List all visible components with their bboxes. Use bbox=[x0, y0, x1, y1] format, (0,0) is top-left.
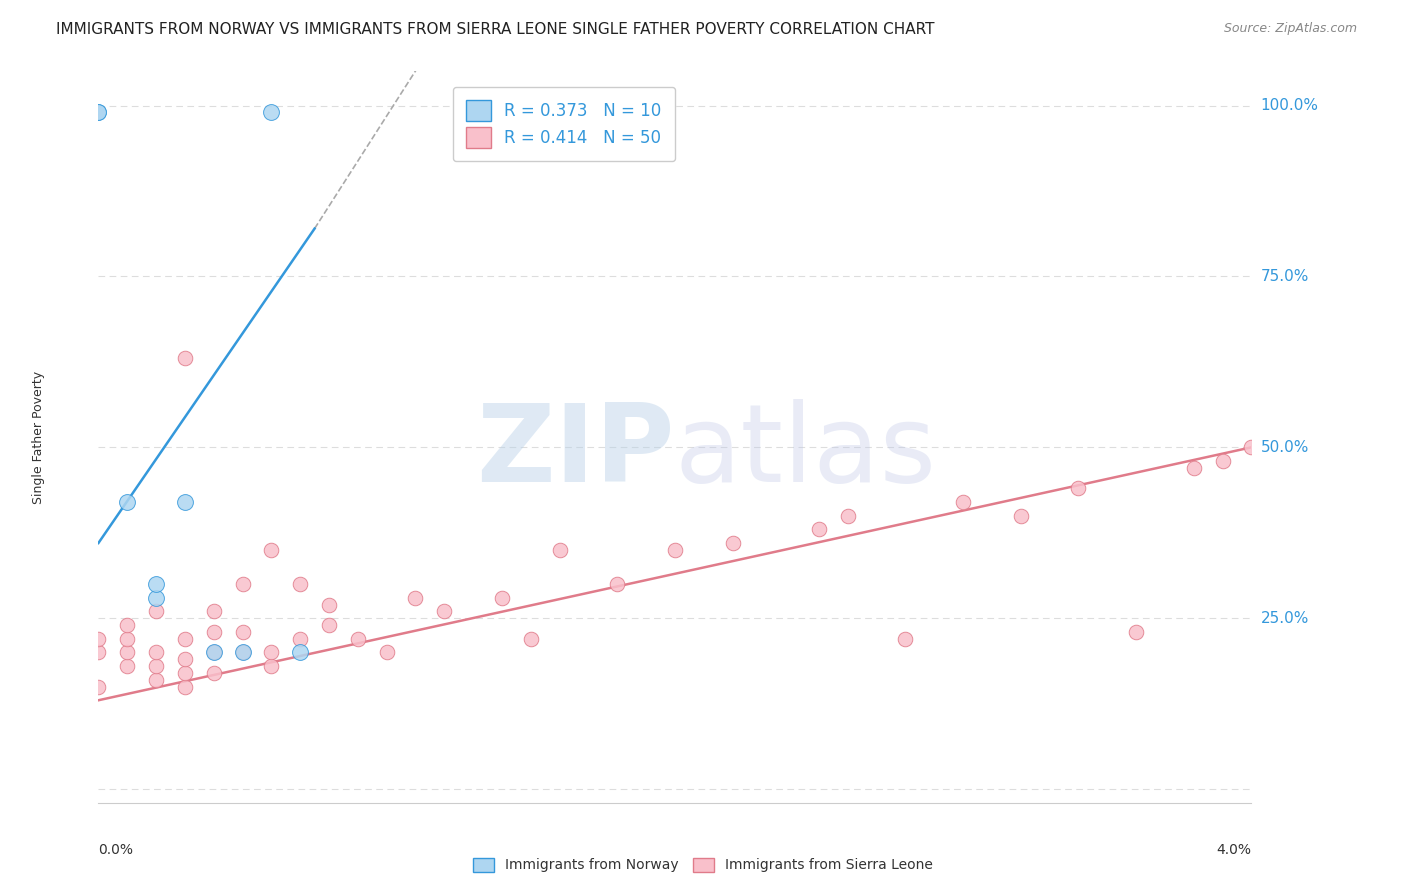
Point bbox=[231, 645, 254, 659]
Point bbox=[202, 665, 225, 680]
Point bbox=[894, 632, 917, 646]
Point bbox=[346, 632, 368, 646]
Point bbox=[231, 645, 254, 659]
Point bbox=[174, 632, 197, 646]
Point bbox=[1067, 481, 1090, 495]
Point bbox=[952, 495, 974, 509]
Text: 25.0%: 25.0% bbox=[1261, 611, 1309, 625]
Point bbox=[145, 659, 167, 673]
Point bbox=[87, 645, 110, 659]
Text: 0.0%: 0.0% bbox=[98, 843, 134, 857]
Point bbox=[145, 604, 167, 618]
Point bbox=[202, 645, 225, 659]
Text: 50.0%: 50.0% bbox=[1261, 440, 1309, 455]
Point bbox=[117, 632, 139, 646]
Point bbox=[202, 604, 225, 618]
Text: Single Father Poverty: Single Father Poverty bbox=[32, 370, 45, 504]
Point bbox=[174, 652, 197, 666]
Text: 4.0%: 4.0% bbox=[1216, 843, 1251, 857]
Point bbox=[117, 659, 139, 673]
Text: 100.0%: 100.0% bbox=[1261, 98, 1319, 113]
Point bbox=[837, 508, 859, 523]
Point bbox=[145, 577, 167, 591]
Point bbox=[491, 591, 513, 605]
Point bbox=[87, 680, 110, 694]
Point bbox=[260, 542, 283, 557]
Point bbox=[231, 624, 254, 639]
Legend: R = 0.373   N = 10, R = 0.414   N = 50: R = 0.373 N = 10, R = 0.414 N = 50 bbox=[453, 87, 675, 161]
Point bbox=[117, 618, 139, 632]
Point bbox=[202, 645, 225, 659]
Point bbox=[548, 542, 571, 557]
Point bbox=[1182, 460, 1205, 475]
Point bbox=[1240, 440, 1263, 454]
Point bbox=[174, 680, 197, 694]
Point bbox=[231, 577, 254, 591]
Point bbox=[260, 645, 283, 659]
Legend: Immigrants from Norway, Immigrants from Sierra Leone: Immigrants from Norway, Immigrants from … bbox=[468, 852, 938, 878]
Point bbox=[117, 645, 139, 659]
Point bbox=[721, 536, 744, 550]
Text: IMMIGRANTS FROM NORWAY VS IMMIGRANTS FROM SIERRA LEONE SINGLE FATHER POVERTY COR: IMMIGRANTS FROM NORWAY VS IMMIGRANTS FRO… bbox=[56, 22, 935, 37]
Point bbox=[1125, 624, 1147, 639]
Point bbox=[117, 495, 139, 509]
Text: Source: ZipAtlas.com: Source: ZipAtlas.com bbox=[1223, 22, 1357, 36]
Text: 75.0%: 75.0% bbox=[1261, 268, 1309, 284]
Text: ZIP: ZIP bbox=[477, 399, 675, 505]
Point bbox=[375, 645, 398, 659]
Point bbox=[174, 665, 197, 680]
Point bbox=[290, 645, 312, 659]
Point bbox=[433, 604, 456, 618]
Point bbox=[318, 598, 340, 612]
Point bbox=[260, 659, 283, 673]
Point bbox=[664, 542, 686, 557]
Point bbox=[808, 522, 831, 536]
Point bbox=[318, 618, 340, 632]
Point bbox=[87, 105, 110, 120]
Point bbox=[145, 673, 167, 687]
Point bbox=[87, 632, 110, 646]
Point bbox=[606, 577, 628, 591]
Point bbox=[405, 591, 427, 605]
Point bbox=[290, 577, 312, 591]
Point bbox=[174, 495, 197, 509]
Point bbox=[145, 591, 167, 605]
Point bbox=[520, 632, 543, 646]
Text: atlas: atlas bbox=[675, 399, 936, 505]
Point bbox=[260, 105, 283, 120]
Point bbox=[174, 351, 197, 366]
Point bbox=[202, 624, 225, 639]
Point bbox=[145, 645, 167, 659]
Point bbox=[87, 105, 110, 120]
Point bbox=[1010, 508, 1032, 523]
Point bbox=[290, 632, 312, 646]
Point bbox=[1212, 454, 1234, 468]
